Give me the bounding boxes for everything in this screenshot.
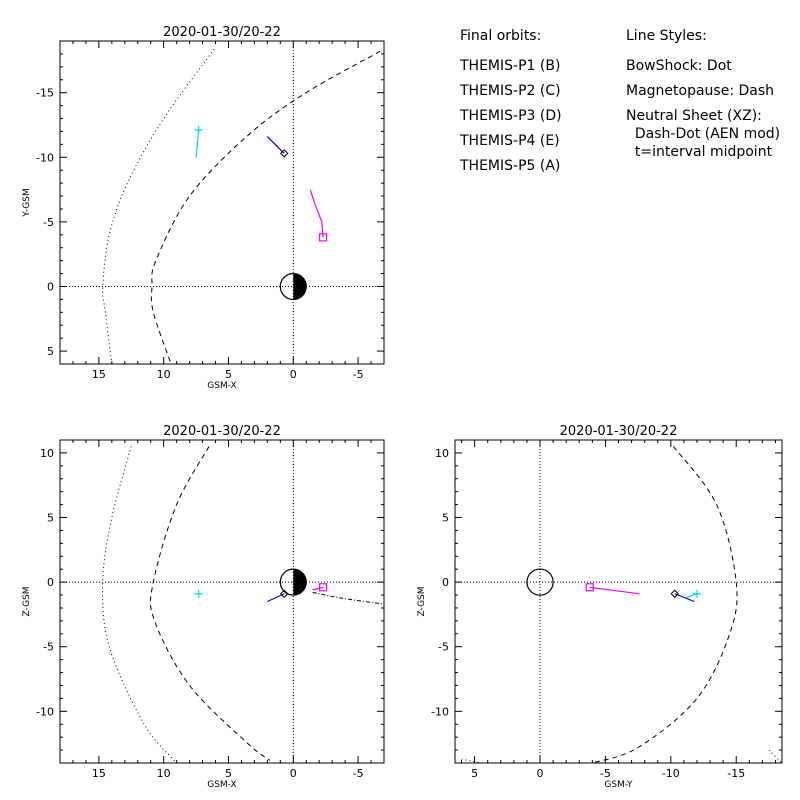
y-tick-label: 5 xyxy=(47,345,54,358)
earth-night-side xyxy=(293,569,307,596)
legend-probe-p1: THEMIS-P1 (B) xyxy=(459,58,560,74)
plot-title: 2020-01-30/20-22 xyxy=(163,25,281,40)
legend-probe-p5: THEMIS-P5 (A) xyxy=(459,158,560,174)
bow-shock-curve xyxy=(461,758,482,763)
earth-icon xyxy=(526,568,554,596)
square-marker-icon xyxy=(585,583,594,592)
earth-night-side xyxy=(293,273,307,300)
y-tick-label: -5 xyxy=(43,641,54,654)
orbit-track xyxy=(312,586,324,591)
x-tick-label: -5 xyxy=(353,368,364,381)
x-tick-label: 10 xyxy=(157,767,171,780)
plot-frame xyxy=(59,40,385,365)
plot-frame xyxy=(59,439,385,764)
x-tick-label: 5 xyxy=(225,767,232,780)
magnetopause-curve xyxy=(592,446,738,763)
chart-panel-2: 15 10 5 0 -5 10 5 0 -5 -10 2020-01-30/20-22 GSM-X Z-… xyxy=(22,424,385,790)
orbit-track xyxy=(686,593,698,599)
orbit-track xyxy=(674,593,695,603)
legend-style-dash-dot: Dash-Dot (AEN mod) xyxy=(626,126,780,142)
legend-style-interval: t=interval midpoint xyxy=(626,144,773,160)
y-tick-label: 0 xyxy=(47,280,54,293)
legend-style-magnetopause: Magnetopause: Dash xyxy=(626,83,774,99)
bow-shock-curve xyxy=(102,47,216,364)
earth-icon xyxy=(279,272,307,301)
legend-style-bowshock: BowShock: Dot xyxy=(626,58,732,74)
y-tick-label: -10 xyxy=(431,705,449,718)
magnetopause-curve xyxy=(149,446,271,761)
legend-orbits-title: Final orbits: xyxy=(460,28,541,44)
plus-marker-icon xyxy=(194,126,203,135)
plus-marker-icon xyxy=(194,589,203,598)
x-tick-label: 10 xyxy=(157,368,171,381)
orbit-track xyxy=(266,136,285,154)
y-tick-label: -5 xyxy=(438,641,449,654)
x-tick-label: -10 xyxy=(662,767,680,780)
plot-frame xyxy=(454,439,783,764)
orbit-track xyxy=(309,189,324,238)
square-marker-icon xyxy=(318,233,328,242)
y-axis-label: Z-GSM xyxy=(22,586,32,616)
y-tick-label: 10 xyxy=(435,447,449,460)
x-tick-label: -15 xyxy=(727,767,745,780)
legend-probe-p4: THEMIS-P4 (E) xyxy=(459,133,560,149)
neutral-sheet-curve xyxy=(312,591,384,605)
bow-shock-curve xyxy=(102,446,178,763)
x-tick-label: 5 xyxy=(471,767,478,780)
x-tick-label: -5 xyxy=(600,767,611,780)
x-axis-label: GSM-X xyxy=(207,381,236,391)
y-tick-label: -10 xyxy=(36,705,54,718)
chart-panel-3: 5 0 -5 -10 -15 10 5 0 -5 -10 2020-01-30/20-22 GSM-Y… xyxy=(417,424,783,790)
x-tick-label: 0 xyxy=(537,767,544,780)
x-tick-label: 0 xyxy=(290,368,297,381)
legend-styles-title: Line Styles: xyxy=(626,28,707,44)
x-axis-label: GSM-Y xyxy=(604,780,633,790)
earth-icon xyxy=(279,568,307,596)
legend-probe-p3: THEMIS-P3 (D) xyxy=(459,108,562,124)
magnetopause-curve xyxy=(150,50,381,362)
y-tick-label: 10 xyxy=(40,447,54,460)
plot-title: 2020-01-30/20-22 xyxy=(163,424,281,439)
x-axis-label: GSM-X xyxy=(207,780,236,790)
orbit-track xyxy=(195,130,200,158)
diamond-marker-icon xyxy=(280,589,289,598)
y-tick-label: 5 xyxy=(47,512,54,525)
y-axis-label: Y-GSM xyxy=(22,188,32,217)
x-tick-label: 15 xyxy=(92,368,106,381)
y-tick-label: 0 xyxy=(47,576,54,589)
x-tick-label: 15 xyxy=(92,767,106,780)
x-tick-label: 5 xyxy=(225,368,232,381)
chart-panel-1: 15 10 5 0 -5 -15 -10 -5 0 5 2020-01-30/20-22 GSM-X Y… xyxy=(22,25,385,391)
y-axis-label: Z-GSM xyxy=(417,586,427,616)
x-tick-label: 0 xyxy=(290,767,297,780)
orbit-track xyxy=(589,586,640,595)
y-tick-label: 0 xyxy=(442,576,449,589)
y-tick-label: 5 xyxy=(442,512,449,525)
legend-style-neutral-sheet: Neutral Sheet (XZ): xyxy=(626,108,762,124)
x-tick-label: -5 xyxy=(353,767,364,780)
diamond-marker-icon xyxy=(670,589,679,598)
legend-probe-p2: THEMIS-P2 (C) xyxy=(459,83,561,99)
plot-title: 2020-01-30/20-22 xyxy=(560,424,678,439)
y-tick-label: -5 xyxy=(43,216,54,229)
y-tick-label: -15 xyxy=(36,87,54,100)
plus-marker-icon xyxy=(692,589,701,598)
y-tick-label: -10 xyxy=(36,151,54,164)
square-marker-icon xyxy=(318,583,328,592)
diamond-marker-icon xyxy=(280,149,289,158)
